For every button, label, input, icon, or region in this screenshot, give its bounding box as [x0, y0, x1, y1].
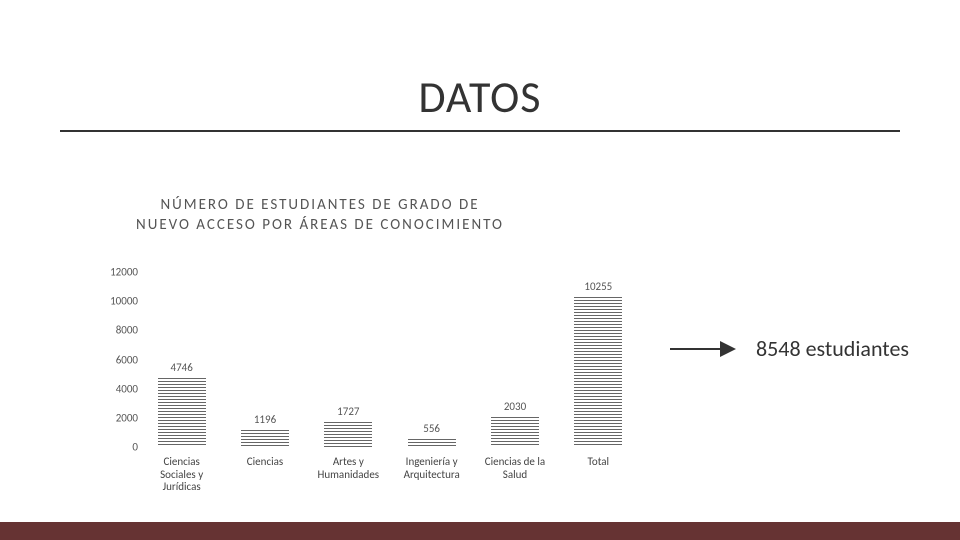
bar-value-label: 1727: [324, 405, 372, 418]
arrow-icon: [670, 338, 740, 360]
bar-group: 10255: [574, 297, 622, 447]
y-tick-label: 10000: [92, 295, 138, 308]
x-tick-label: Ciencias de laSalud: [473, 456, 556, 481]
y-tick-label: 2000: [92, 411, 138, 424]
slide: DATOS NÚMERO DE ESTUDIANTES DE GRADO DEN…: [0, 0, 960, 540]
title-underline: [60, 130, 900, 132]
bar: [158, 378, 206, 447]
x-tick-label: CienciasSociales yJurídicas: [140, 456, 223, 494]
bar: [324, 422, 372, 447]
x-tick-label: Total: [557, 456, 640, 469]
bar-chart: 020004000600080001000012000 474611961727…: [90, 272, 650, 502]
bar: [241, 430, 289, 447]
bar: [408, 439, 456, 447]
bar-group: 556: [408, 439, 456, 447]
footer-band: [0, 522, 960, 540]
y-tick-label: 8000: [92, 324, 138, 337]
y-tick-label: 6000: [92, 353, 138, 366]
bar: [574, 297, 622, 447]
bar-group: 2030: [491, 417, 539, 447]
x-tick-label: Artes yHumanidades: [307, 456, 390, 481]
bar-value-label: 1196: [241, 413, 289, 426]
bar-group: 4746: [158, 378, 206, 447]
plot-area: 4746 1196 1727 556 2030 10255: [140, 272, 640, 447]
bar: [491, 417, 539, 447]
bar-value-label: 4746: [158, 361, 206, 374]
annotation-text: 8548 estudiantes: [756, 335, 909, 362]
annotation: 8548 estudiantes: [670, 335, 909, 362]
bar-value-label: 10255: [574, 280, 622, 293]
y-tick-label: 12000: [92, 266, 138, 279]
y-tick-label: 0: [92, 441, 138, 454]
x-tick-label: Ingeniería yArquitectura: [390, 456, 473, 481]
bar-group: 1196: [241, 430, 289, 447]
bar-value-label: 556: [408, 422, 456, 435]
title-block: DATOS: [60, 70, 900, 132]
x-tick-label: Ciencias: [223, 456, 306, 469]
chart-title: NÚMERO DE ESTUDIANTES DE GRADO DENUEVO A…: [100, 195, 540, 236]
y-tick-label: 4000: [92, 382, 138, 395]
bar-value-label: 2030: [491, 400, 539, 413]
page-title: DATOS: [60, 70, 900, 124]
bar-group: 1727: [324, 422, 372, 447]
